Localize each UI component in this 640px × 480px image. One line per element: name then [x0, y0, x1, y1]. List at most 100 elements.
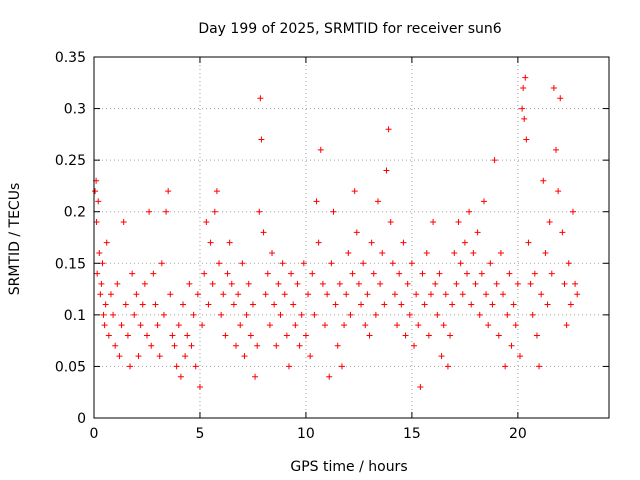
data-points	[92, 74, 581, 391]
data-point	[133, 291, 140, 298]
data-point	[322, 322, 329, 329]
data-point	[391, 291, 398, 298]
data-point	[328, 260, 335, 267]
data-point	[232, 342, 239, 349]
data-point	[127, 363, 134, 370]
data-point	[419, 270, 426, 277]
chart-title: Day 199 of 2025, SRMTID for receiver sun…	[198, 21, 501, 37]
y-tick-label: 0.3	[64, 102, 86, 118]
data-point	[224, 270, 231, 277]
data-point	[372, 311, 379, 318]
data-point	[298, 311, 305, 318]
data-point	[252, 373, 259, 380]
data-point	[464, 270, 471, 277]
data-point	[169, 332, 176, 339]
data-point	[364, 291, 371, 298]
data-point	[512, 322, 519, 329]
data-point	[451, 249, 458, 256]
data-point	[398, 301, 405, 308]
data-point	[338, 363, 345, 370]
data-point	[374, 198, 381, 205]
data-point	[122, 301, 129, 308]
data-point	[288, 270, 295, 277]
data-point	[491, 157, 498, 164]
y-axis-label: SRMTID / TECUs	[7, 183, 23, 296]
data-point	[241, 353, 248, 360]
data-point	[353, 229, 360, 236]
data-point	[408, 260, 415, 267]
data-point	[457, 260, 464, 267]
data-point	[404, 280, 411, 287]
data-point	[533, 332, 540, 339]
data-point	[351, 188, 358, 195]
data-point	[277, 311, 284, 318]
data-point	[417, 384, 424, 391]
data-point	[163, 208, 170, 215]
data-point	[519, 105, 526, 112]
data-point	[296, 342, 303, 349]
data-point	[502, 363, 509, 370]
data-point	[449, 301, 456, 308]
data-point	[222, 332, 229, 339]
data-point	[527, 280, 534, 287]
data-point	[309, 270, 316, 277]
data-point	[504, 311, 511, 318]
data-point	[256, 208, 263, 215]
data-point	[220, 291, 227, 298]
data-point	[167, 291, 174, 298]
data-point	[129, 270, 136, 277]
data-point	[218, 311, 225, 318]
y-tick-label: 0.25	[55, 153, 86, 169]
data-point	[290, 301, 297, 308]
data-point	[107, 291, 114, 298]
x-axis-label: GPS time / hours	[290, 459, 407, 475]
data-point	[110, 311, 117, 318]
data-point	[143, 332, 150, 339]
data-point	[355, 280, 362, 287]
data-point	[324, 291, 331, 298]
data-point	[480, 198, 487, 205]
data-point	[394, 322, 401, 329]
data-point	[368, 239, 375, 246]
data-point	[383, 167, 390, 174]
data-point	[343, 291, 350, 298]
data-point	[326, 373, 333, 380]
data-point	[175, 322, 182, 329]
data-point	[92, 188, 99, 195]
data-point	[103, 239, 110, 246]
data-point	[574, 291, 581, 298]
data-point	[199, 322, 206, 329]
data-point	[516, 353, 523, 360]
data-point	[345, 249, 352, 256]
data-point	[567, 301, 574, 308]
data-point	[239, 260, 246, 267]
data-point	[514, 280, 521, 287]
x-tick-label: 5	[196, 426, 205, 442]
data-point	[230, 301, 237, 308]
data-point	[101, 322, 108, 329]
data-point	[94, 270, 101, 277]
data-point	[194, 291, 201, 298]
data-point	[336, 280, 343, 287]
data-point	[262, 291, 269, 298]
data-point	[555, 188, 562, 195]
data-point	[171, 342, 178, 349]
data-point	[300, 260, 307, 267]
data-point	[313, 198, 320, 205]
data-point	[135, 353, 142, 360]
data-point	[423, 249, 430, 256]
data-point	[485, 322, 492, 329]
data-point	[186, 280, 193, 287]
data-point	[453, 280, 460, 287]
data-point	[96, 249, 103, 256]
data-point	[360, 260, 367, 267]
data-point	[478, 270, 485, 277]
data-point	[468, 301, 475, 308]
data-point	[472, 280, 479, 287]
data-point	[207, 239, 214, 246]
data-point	[347, 311, 354, 318]
data-point	[124, 332, 131, 339]
data-point	[100, 311, 107, 318]
data-point	[548, 270, 555, 277]
